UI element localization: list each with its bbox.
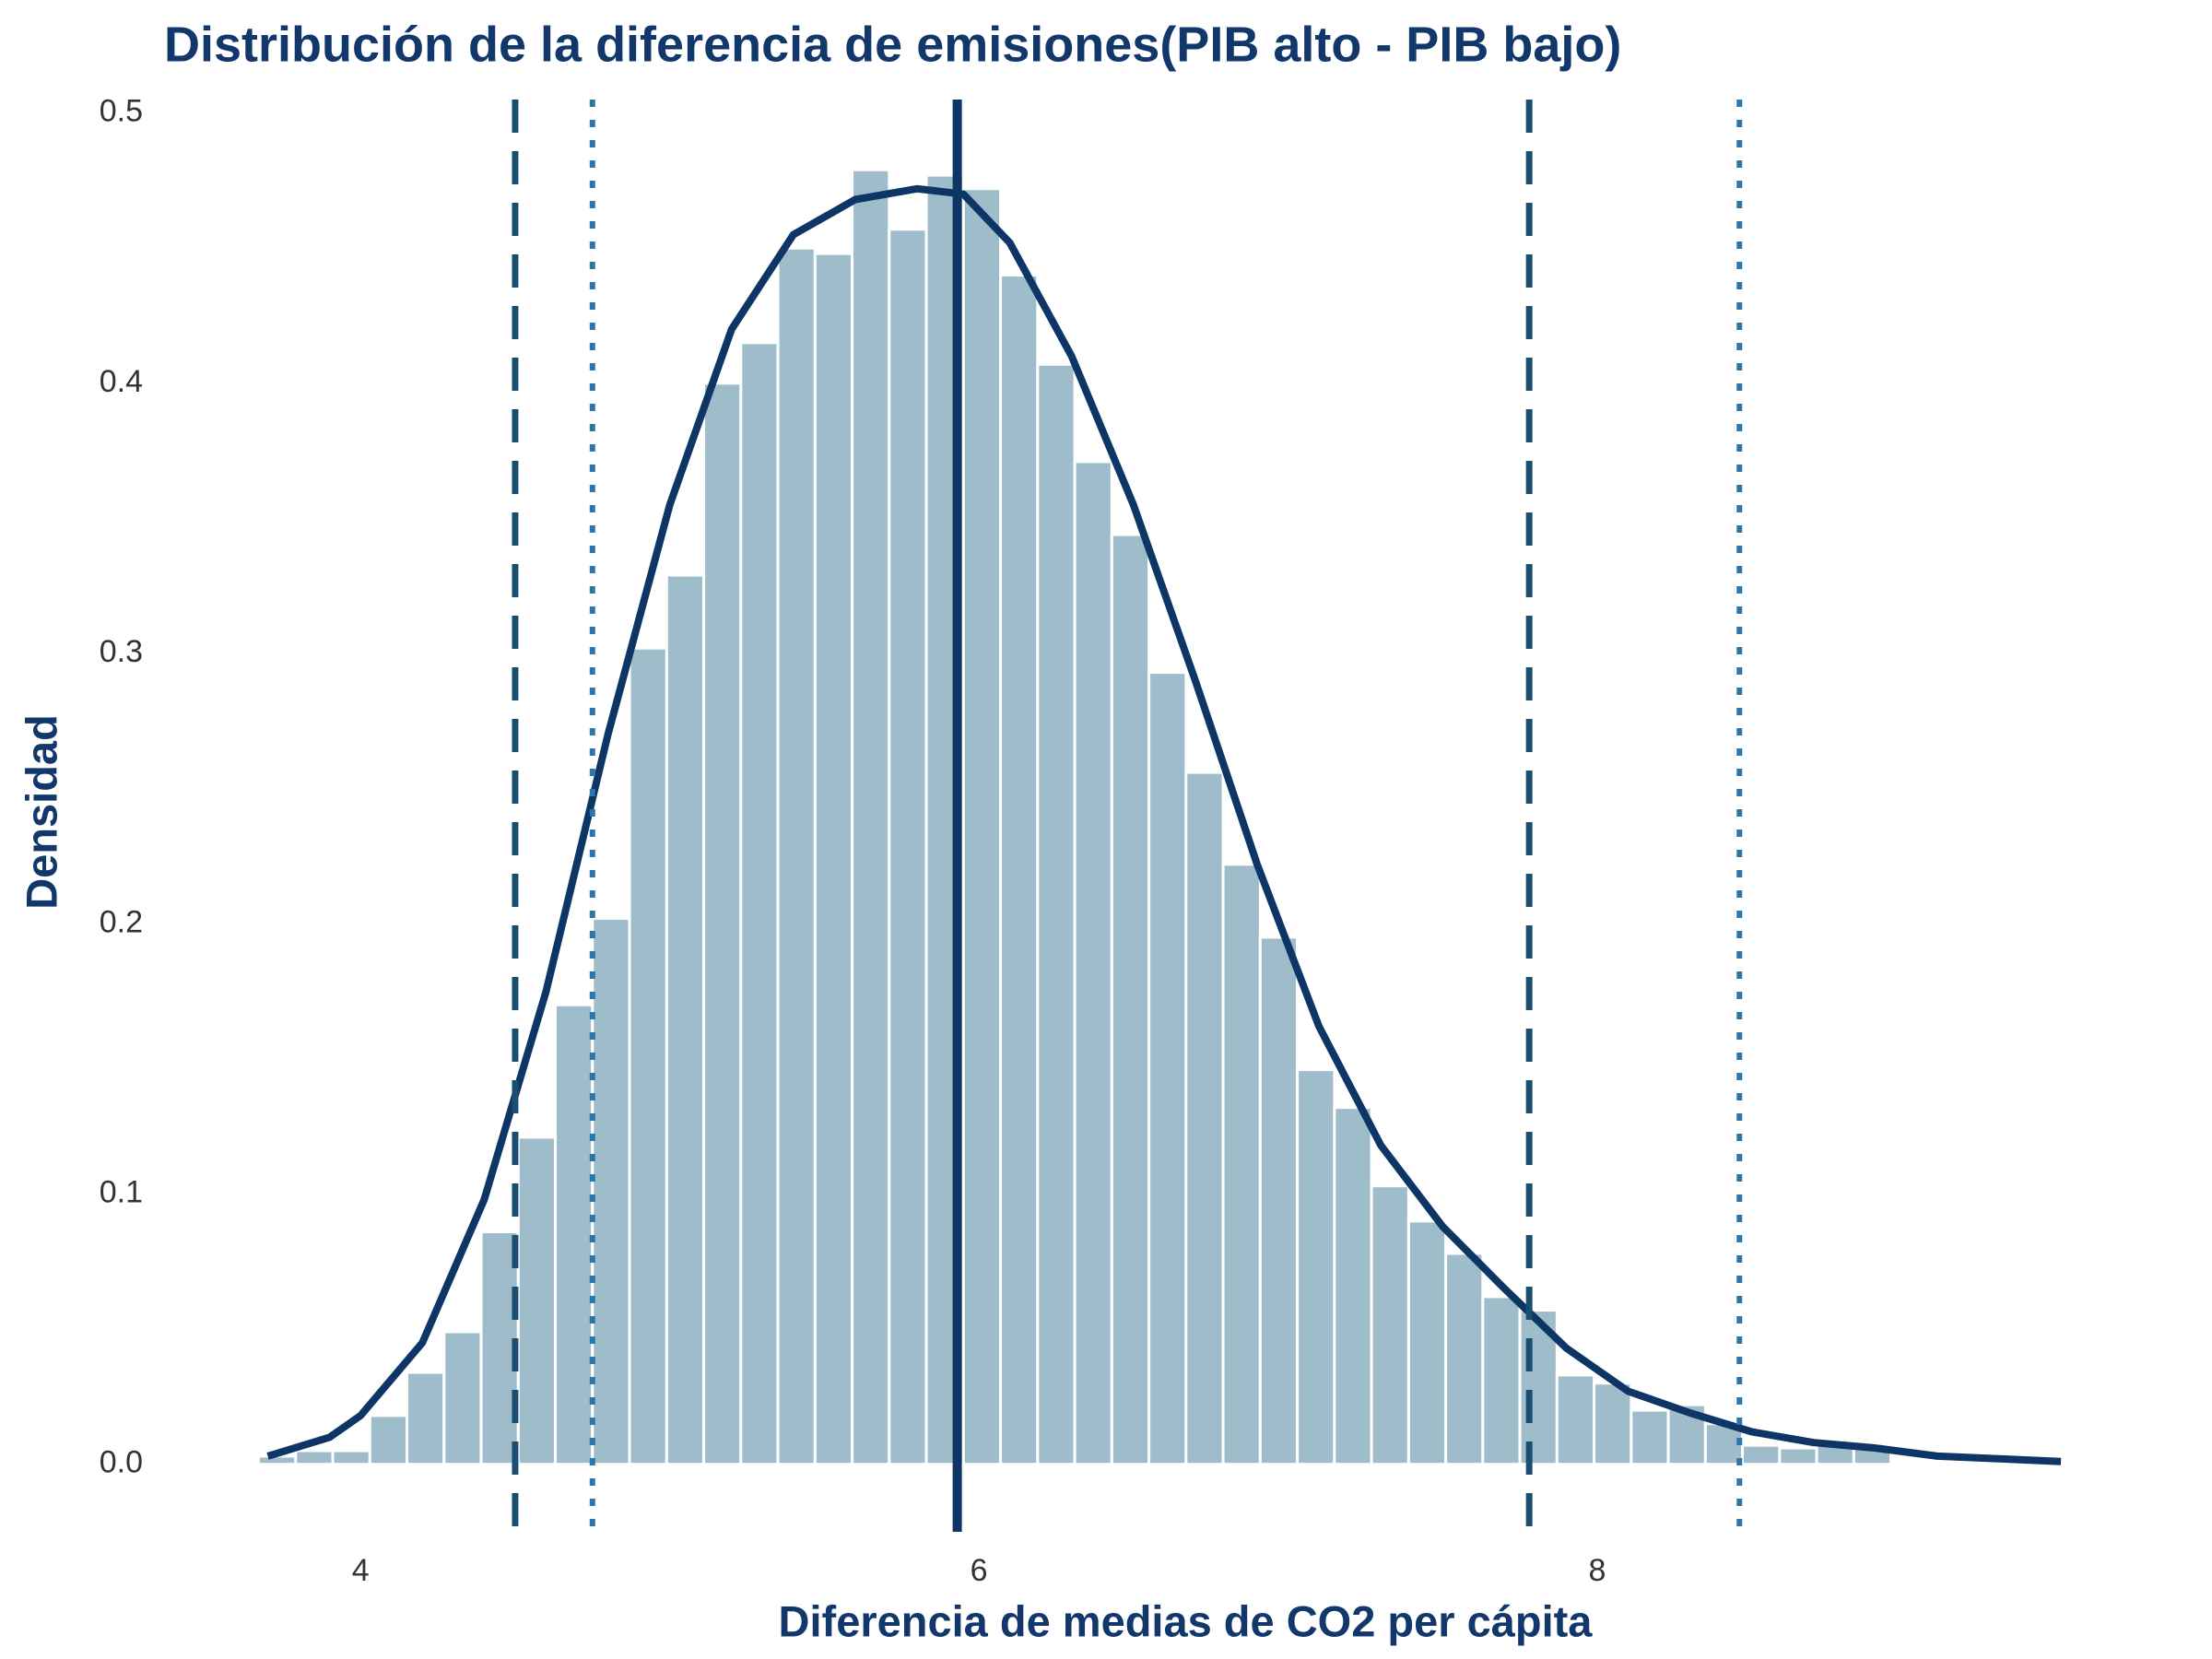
y-tick-label: 0.3 <box>100 634 143 669</box>
x-tick-label: 6 <box>971 1553 988 1588</box>
bar <box>776 246 817 1466</box>
bar <box>406 1371 446 1466</box>
bar <box>961 187 1003 1466</box>
bar <box>1258 935 1300 1466</box>
chart-title: Distribución de la diferencia de emision… <box>164 17 1621 72</box>
bar <box>1555 1373 1596 1466</box>
y-tick-label: 0.1 <box>100 1174 143 1209</box>
x-tick-label: 4 <box>352 1553 370 1588</box>
bar <box>1406 1219 1448 1466</box>
density-curve <box>266 184 2062 1465</box>
bar <box>1221 863 1262 1466</box>
x-axis-label: Diferencia de medias de CO2 per cápita <box>779 1596 1594 1645</box>
bar <box>331 1449 371 1466</box>
bar <box>1778 1446 1818 1466</box>
bar <box>516 1135 558 1466</box>
bar <box>628 646 668 1466</box>
bar <box>1110 533 1151 1466</box>
bar <box>702 382 743 1466</box>
bar <box>665 573 706 1466</box>
bar <box>591 916 631 1466</box>
bar <box>1593 1382 1633 1466</box>
bar <box>999 274 1040 1466</box>
bar <box>1741 1443 1782 1466</box>
bar <box>368 1414 409 1466</box>
y-axis-label: Densidad <box>17 714 65 910</box>
bar <box>1147 671 1188 1466</box>
bar <box>1036 362 1077 1466</box>
bar <box>1444 1252 1485 1466</box>
bar <box>1630 1408 1670 1466</box>
y-tick-label: 0.0 <box>100 1445 143 1480</box>
bar <box>739 341 780 1466</box>
y-tick-label: 0.2 <box>100 904 143 939</box>
bar <box>554 1003 594 1466</box>
bar <box>888 228 928 1466</box>
bar <box>1333 1106 1373 1466</box>
bar <box>294 1449 335 1466</box>
y-tick-label: 0.4 <box>100 364 143 399</box>
bar <box>257 1454 298 1466</box>
bar <box>1370 1184 1410 1466</box>
x-tick-label: 8 <box>1588 1553 1606 1588</box>
bar <box>813 252 854 1466</box>
bar <box>442 1330 483 1466</box>
bar <box>1184 771 1225 1466</box>
y-tick-label: 0.5 <box>100 94 143 129</box>
bar <box>1296 1068 1336 1466</box>
bar <box>851 168 891 1466</box>
bar <box>1481 1295 1522 1466</box>
bar <box>1073 460 1113 1466</box>
